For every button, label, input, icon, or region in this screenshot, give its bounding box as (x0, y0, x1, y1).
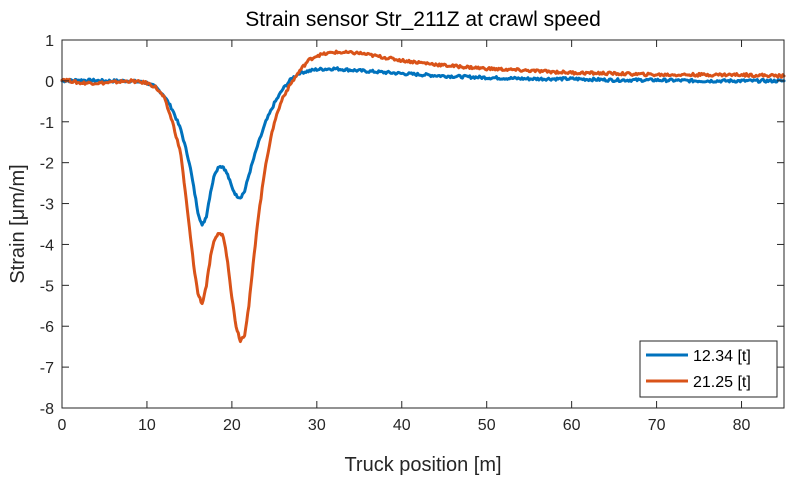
y-axis-label: Strain [μm/m] (7, 164, 29, 283)
series-line-2 (60, 49, 786, 344)
axes-box (61, 39, 785, 409)
y-tick-label: -3 (40, 197, 54, 214)
y-tick-label: -7 (40, 360, 54, 377)
y-tick-label: 0 (45, 74, 54, 91)
y-tick-label: -5 (40, 278, 54, 295)
x-ticks: 0 10 20 30 40 50 60 70 80 (58, 40, 751, 434)
legend-box (639, 340, 778, 398)
x-tick-label: 80 (733, 417, 751, 434)
y-tick-label: -1 (40, 115, 54, 132)
chart-title: Strain sensor Str_211Z at crawl speed (245, 8, 601, 31)
axes-layer (61, 39, 785, 409)
series-layer (60, 49, 786, 344)
x-tick-label: 70 (648, 417, 666, 434)
y-tick-label: -6 (40, 319, 54, 336)
x-tick-label: 0 (58, 417, 67, 434)
y-tick-label: 1 (45, 33, 54, 50)
y-tick-label: -4 (40, 237, 54, 254)
legend-label-series-1: 12.34 [t] (693, 348, 751, 365)
y-tick-label: -2 (40, 156, 54, 173)
series-line-1 (60, 66, 786, 227)
legend-label-series-2: 21.25 [t] (693, 374, 751, 391)
y-ticks: -8 -7 -6 -5 -4 -3 -2 -1 0 1 (40, 33, 784, 418)
legend: 12.34 [t] 21.25 [t] (639, 340, 778, 398)
y-tick-label: -8 (40, 401, 54, 418)
x-tick-label: 20 (223, 417, 241, 434)
x-tick-label: 50 (478, 417, 496, 434)
x-tick-label: 30 (308, 417, 326, 434)
x-tick-label: 60 (563, 417, 581, 434)
x-tick-label: 10 (138, 417, 156, 434)
x-axis-label: Truck position [m] (344, 454, 501, 476)
x-tick-label: 40 (393, 417, 411, 434)
